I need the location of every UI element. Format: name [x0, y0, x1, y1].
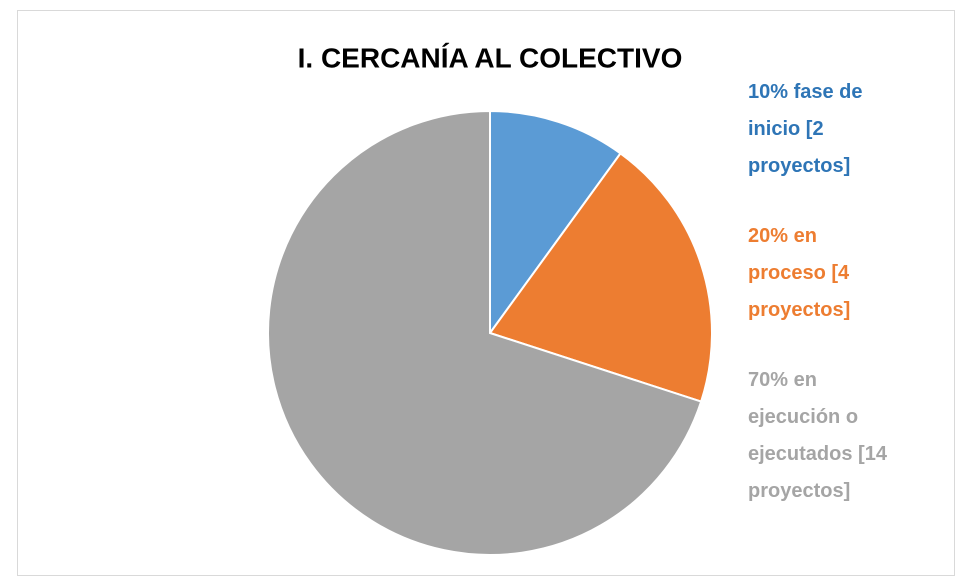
- pie-slice: [489, 109, 622, 337]
- data-label: 70% en ejecución o ejecutados [14 proyec…: [748, 369, 887, 502]
- pie-slice: [267, 109, 703, 556]
- data-label: 20% en proceso [4 proyectos]: [748, 225, 851, 321]
- data-label: 10% fase de inicio [2 proyectos]: [748, 81, 863, 177]
- pie-slice: [488, 152, 713, 403]
- chart-title: I. CERCANÍA AL COLECTIVO: [298, 42, 683, 73]
- chart-frame: [17, 10, 955, 576]
